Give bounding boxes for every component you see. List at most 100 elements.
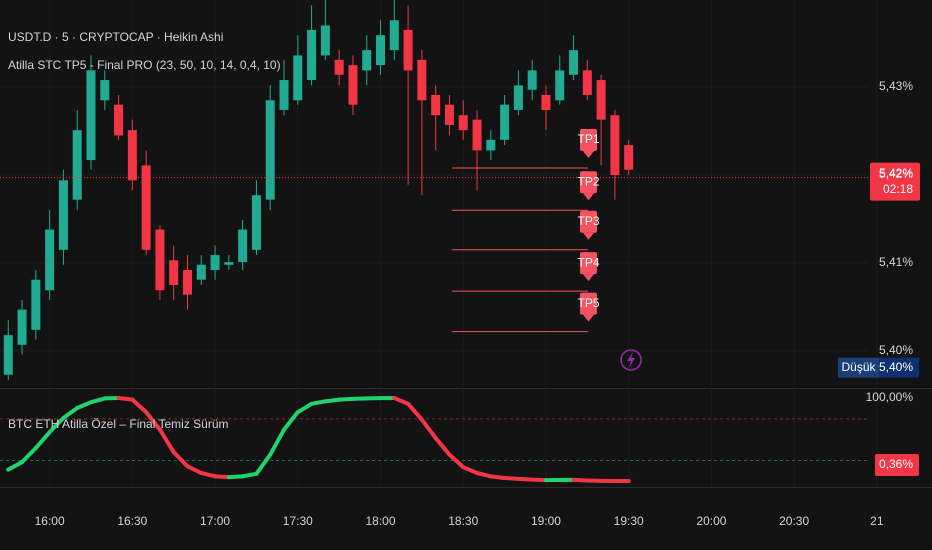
marks [0,0,920,484]
oscillator-segment [88,396,107,405]
candle-body [582,70,592,95]
candle-body [527,70,537,90]
oscillator-segment [199,471,218,479]
candle-body [417,59,427,101]
candle-body [555,70,565,101]
oscillator-segment [461,465,480,475]
target-label-pointer [583,232,594,240]
oscillator-segment [295,401,314,415]
candle-body [86,70,96,161]
y-tick-label: 100,00% [866,390,914,404]
oscillator-segment [20,446,38,465]
target-label: TP1 [577,132,599,146]
x-tick-label: 21 [870,514,884,528]
labels: USDT.D · 5 · CRYPTOCAP · Heikin Ashi Ati… [8,30,913,528]
last-value-box [875,454,919,476]
x-tick-label: 20:30 [779,514,809,528]
chart-title: USDT.D · 5 · CRYPTOCAP · Heikin Ashi [8,30,223,44]
oscillator-segment [392,396,411,406]
oscillator-segment [213,474,231,480]
candle-body [114,104,124,136]
candle-body [334,59,344,75]
oscillator-segment [433,436,452,457]
candle-body [569,50,579,75]
target-label: TP5 [577,296,599,310]
oscillator-segment [516,476,535,482]
low-marker-name: Düşük [841,360,876,374]
oscillator-segment [337,396,355,402]
x-tick-label: 19:00 [531,514,561,528]
alert-circle [620,349,642,371]
target-label-box [580,128,597,151]
candle-body [293,55,303,101]
alert-icon[interactable] [620,349,642,371]
candle-body [127,130,137,181]
x-tick-label: 17:00 [200,514,230,528]
alert-bolt [627,352,635,368]
candle-body [72,130,82,200]
target-label: TP4 [577,255,599,269]
target-label-box [580,292,597,315]
target-label-box [580,210,597,233]
oscillator-segment [268,427,287,457]
oscillator-segment [419,417,438,440]
x-tick-label: 18:30 [448,514,478,528]
target-label-pointer [583,314,594,322]
oscillator-segment [61,406,80,420]
candle-body [541,94,551,110]
oscillator-segment [171,450,190,469]
candle-body [183,270,193,295]
candle-body [596,80,606,120]
candle-body [389,20,399,51]
oscillator-segment [240,471,259,479]
oscillator-segment [571,477,590,483]
last-price-label: 5,42% [879,166,913,180]
oscillator-segment [47,416,66,435]
x-tick-label: 19:30 [614,514,644,528]
oscillator-segment [350,396,369,401]
target-label-pointer [583,150,594,158]
oscillator-segment [323,397,342,404]
candle-body [458,115,468,131]
candle-body [238,229,248,263]
x-tick-label: 16:30 [117,514,147,528]
candle-body [265,100,275,200]
candle-body [513,85,523,110]
target-label-box [580,252,597,275]
y-tick-label: 5,43% [879,79,913,93]
candle-body [155,229,165,291]
oscillator-segment [226,474,245,480]
oscillator-segment [254,452,273,476]
indicator-title: Atilla STC TP5 - Final PRO (23, 50, 10, … [8,58,281,72]
y-tick-label: 5,42% [879,167,913,181]
oscillator-segment [157,427,176,455]
y-tick-label: 5,41% [879,255,913,269]
oscillator-segment [309,399,328,406]
candle-body [251,195,261,250]
candle-body [31,279,41,330]
candle-body [169,260,179,285]
x-tick-label: 20:00 [696,514,726,528]
oscillator-segment [33,430,52,450]
candle-body [141,165,151,250]
candle-body [500,104,510,140]
candle-body [362,50,372,71]
oscillator-segment [488,474,507,480]
candle-body [17,309,27,345]
candle-body [610,115,620,176]
candle-body [307,29,317,81]
low-marker-name-box [838,357,879,378]
oscillator-segment [406,401,424,422]
oscillator-segment [75,400,93,410]
x-tick-label: 17:30 [283,514,313,528]
x-tick-label: 18:00 [366,514,396,528]
oscillator-segment [447,452,466,470]
target-label-pointer [583,193,594,201]
countdown-label: 02:18 [883,182,913,196]
y-tick-label: 5,40% [879,343,913,357]
oscillator-segment [282,410,300,432]
candle-body [486,139,496,151]
candle-body [3,335,13,375]
